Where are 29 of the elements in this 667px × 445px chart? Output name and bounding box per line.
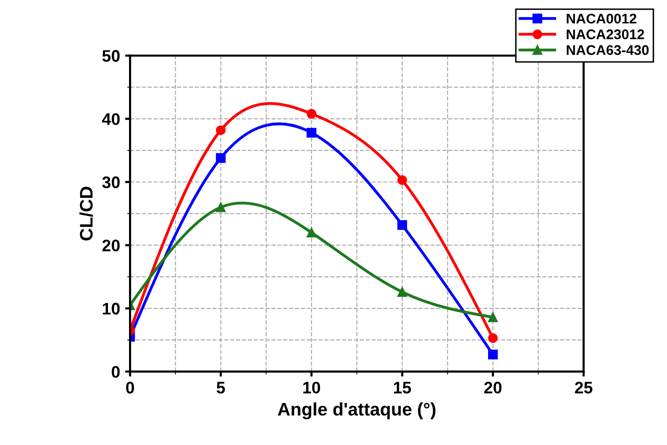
legend-label: NACA0012 xyxy=(566,14,636,24)
y-tick-label: 50 xyxy=(102,50,120,62)
legend-label: NACA23012 xyxy=(566,29,644,40)
x-tick-label: 5 xyxy=(216,382,225,394)
point xyxy=(397,175,408,185)
point xyxy=(306,228,316,238)
y-tick-label: 30 xyxy=(102,176,120,188)
point xyxy=(488,312,498,322)
point xyxy=(216,153,226,163)
y-tick-label: 0 xyxy=(112,366,120,378)
x-tick-label: 25 xyxy=(574,382,592,394)
point xyxy=(488,350,498,360)
y-tick-label: 20 xyxy=(102,240,120,252)
y-tick-label: 40 xyxy=(102,113,120,126)
x-axis-title: Angle d'attaque (°) xyxy=(278,402,436,420)
point xyxy=(397,220,408,230)
point xyxy=(216,202,226,212)
x-tick-label: 15 xyxy=(394,382,412,394)
x-tick-label: 0 xyxy=(126,382,134,394)
point xyxy=(488,333,498,343)
point xyxy=(306,128,316,138)
y-axis-title: CL/CD xyxy=(79,186,93,240)
x-tick-label: 10 xyxy=(303,382,320,394)
point xyxy=(216,125,226,136)
point xyxy=(306,108,316,119)
y-tick-label: 10 xyxy=(102,302,120,315)
point xyxy=(397,287,408,297)
x-tick-label: 20 xyxy=(484,382,502,394)
legend-label: NACA63-430 xyxy=(566,45,649,56)
